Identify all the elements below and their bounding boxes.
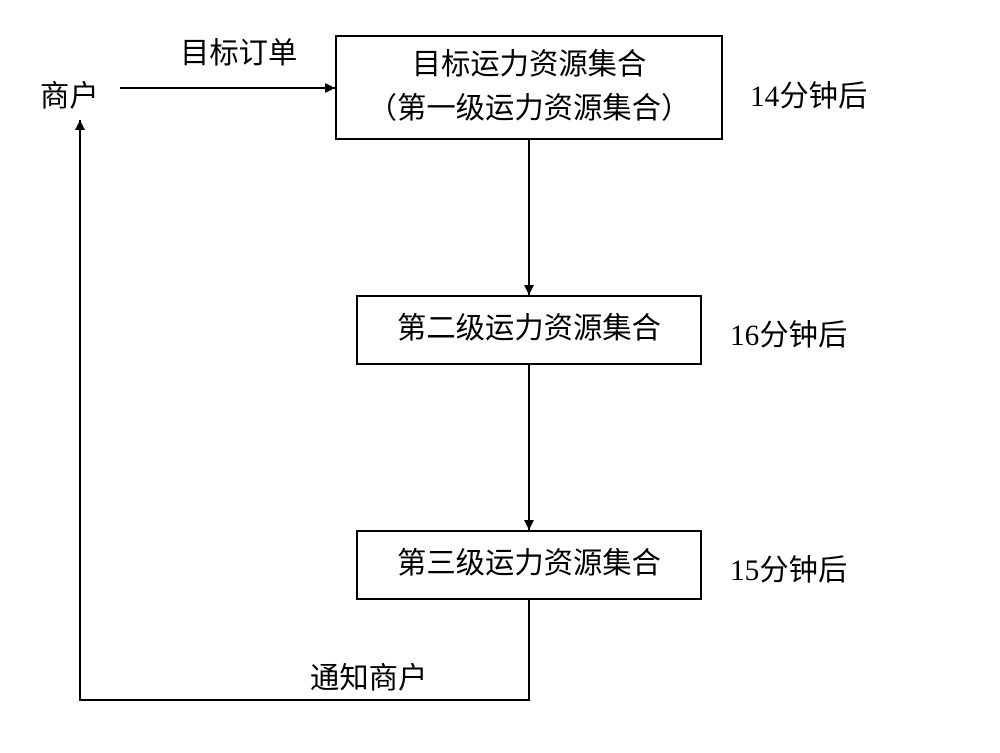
merchant-label: 商户 [40, 73, 99, 115]
box1-line1: 目标运力资源集合 [412, 44, 647, 88]
box2-line1: 第二级运力资源集合 [397, 308, 661, 352]
box2-time-label: 16分钟后 [730, 312, 847, 354]
box1-time-label: 14分钟后 [750, 73, 867, 115]
box-level-1: 目标运力资源集合 （第一级运力资源集合） [335, 35, 723, 140]
box1-line2: （第一级运力资源集合） [368, 88, 691, 132]
box3-line1: 第三级运力资源集合 [397, 543, 661, 587]
box3-time-label: 15分钟后 [730, 547, 847, 589]
flowchart-canvas: 商户 目标订单 目标运力资源集合 （第一级运力资源集合） 14分钟后 第二级运力… [0, 0, 1000, 753]
notify-merchant-label: 通知商户 [310, 655, 427, 697]
edge [80, 120, 529, 700]
box-level-2: 第二级运力资源集合 [356, 295, 702, 365]
box-level-3: 第三级运力资源集合 [356, 530, 702, 600]
target-order-label: 目标订单 [180, 30, 297, 72]
